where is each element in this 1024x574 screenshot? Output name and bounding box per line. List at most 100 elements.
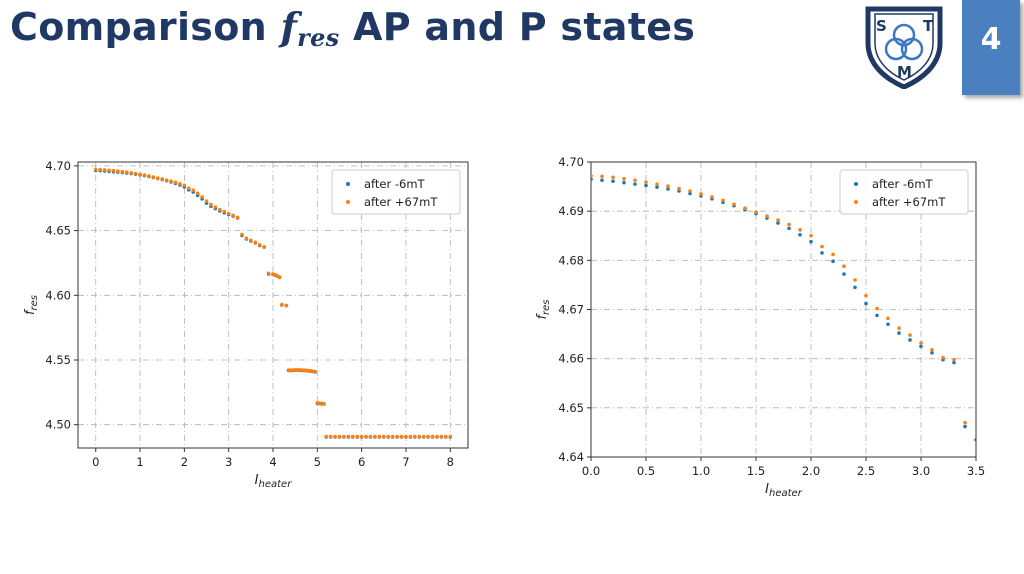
data-point — [809, 239, 813, 244]
data-point — [421, 434, 426, 439]
data-point — [732, 202, 736, 207]
y-tick-label: 4.60 — [45, 288, 71, 302]
data-point — [386, 434, 391, 439]
data-point — [342, 434, 346, 439]
data-point — [322, 401, 326, 406]
y-axis-label: fres — [23, 295, 40, 315]
data-point — [93, 167, 98, 172]
data-point — [787, 222, 791, 227]
data-point — [787, 226, 791, 231]
legend-marker — [346, 200, 350, 204]
data-point — [655, 185, 659, 189]
x-tick-label: 2 — [181, 455, 188, 469]
legend-marker — [854, 182, 858, 186]
logo-letter-s: S — [876, 17, 887, 35]
data-point — [395, 434, 399, 439]
data-point — [677, 186, 681, 191]
data-point — [919, 341, 923, 345]
data-point — [408, 434, 413, 439]
data-point — [919, 344, 923, 349]
data-point — [160, 177, 165, 181]
y-tick-label: 4.70 — [558, 155, 584, 169]
x-tick-label: 1.0 — [692, 464, 710, 478]
data-point — [98, 167, 102, 172]
data-point — [765, 214, 769, 218]
x-tick-label: 5 — [314, 455, 321, 469]
legend-label: after +67mT — [872, 195, 946, 209]
data-point — [346, 434, 351, 439]
data-point — [417, 434, 422, 439]
chart-left-full-range: 0 1 2 3 4 5 6 7 8 4.50 4.55 4.60 4.65 4.70 Iheater fres… — [23, 159, 469, 490]
data-point — [820, 244, 824, 249]
data-point — [600, 178, 604, 182]
x-tick-label: 1 — [136, 455, 143, 469]
data-point — [710, 195, 714, 199]
data-point — [249, 238, 253, 243]
data-point — [963, 424, 967, 429]
data-point — [178, 181, 182, 186]
legend: after -6mT after +67mT — [331, 169, 461, 215]
stm-logo-icon: S T M — [865, 6, 943, 89]
x-tick-label: 1.5 — [747, 464, 765, 478]
slide-title: Comparison fres AP and P states — [10, 4, 695, 52]
data-point — [622, 180, 626, 185]
data-point — [337, 434, 342, 439]
x-tick-label: 7 — [402, 455, 409, 469]
y-tick-label: 4.66 — [558, 352, 584, 366]
data-point — [277, 275, 282, 279]
legend-box — [839, 169, 969, 215]
data-point — [952, 360, 956, 365]
data-point — [404, 434, 408, 439]
data-point — [809, 233, 813, 238]
y-axis-label: fres — [535, 299, 552, 319]
data-point — [820, 251, 824, 255]
data-point — [390, 434, 395, 439]
y-tick-label: 4.65 — [558, 401, 584, 415]
data-point — [776, 218, 780, 222]
data-point — [963, 420, 967, 425]
data-point — [200, 195, 204, 199]
data-point — [448, 434, 453, 439]
data-point — [147, 174, 151, 178]
data-point — [164, 178, 169, 182]
data-point — [908, 338, 912, 342]
data-point — [231, 213, 235, 218]
data-point — [886, 322, 890, 327]
data-point — [129, 171, 133, 175]
y-tick-label: 4.67 — [558, 303, 584, 317]
data-point — [831, 259, 835, 264]
data-point — [622, 176, 626, 181]
data-point — [102, 168, 107, 172]
title-suffix: AP and P states — [339, 5, 696, 49]
y-tick-label: 4.64 — [558, 450, 584, 464]
data-point — [644, 180, 648, 184]
data-point — [240, 232, 244, 237]
data-point — [195, 191, 200, 196]
data-point — [798, 228, 802, 232]
data-point — [355, 434, 360, 439]
chart-right-zoomed: 0.0 0.5 1.0 1.5 2.0 2.5 3.0 3.5 4.64 4.65 4.66 4.67… — [535, 155, 985, 499]
plot-frame — [77, 161, 469, 449]
logo-letter-t: T — [923, 17, 934, 35]
data-point — [213, 205, 218, 209]
data-point — [186, 186, 191, 190]
series-after-minus-6mt — [591, 177, 976, 442]
data-point — [688, 189, 692, 193]
data-point — [666, 184, 670, 188]
data-point — [591, 177, 593, 182]
data-point — [842, 264, 846, 269]
data-point — [124, 170, 129, 175]
data-point — [435, 434, 439, 439]
y-tick-label: 4.65 — [45, 224, 71, 238]
legend-marker — [854, 200, 858, 204]
data-point — [359, 434, 364, 439]
data-point — [952, 357, 956, 362]
x-tick-label: 0.5 — [637, 464, 655, 478]
x-tick-label: 3 — [225, 455, 232, 469]
y-tick-label: 4.68 — [558, 253, 584, 267]
title-prefix: Comparison — [10, 5, 281, 49]
data-point — [930, 350, 934, 355]
data-point — [444, 434, 448, 439]
data-point — [842, 272, 846, 276]
data-point — [226, 211, 231, 216]
